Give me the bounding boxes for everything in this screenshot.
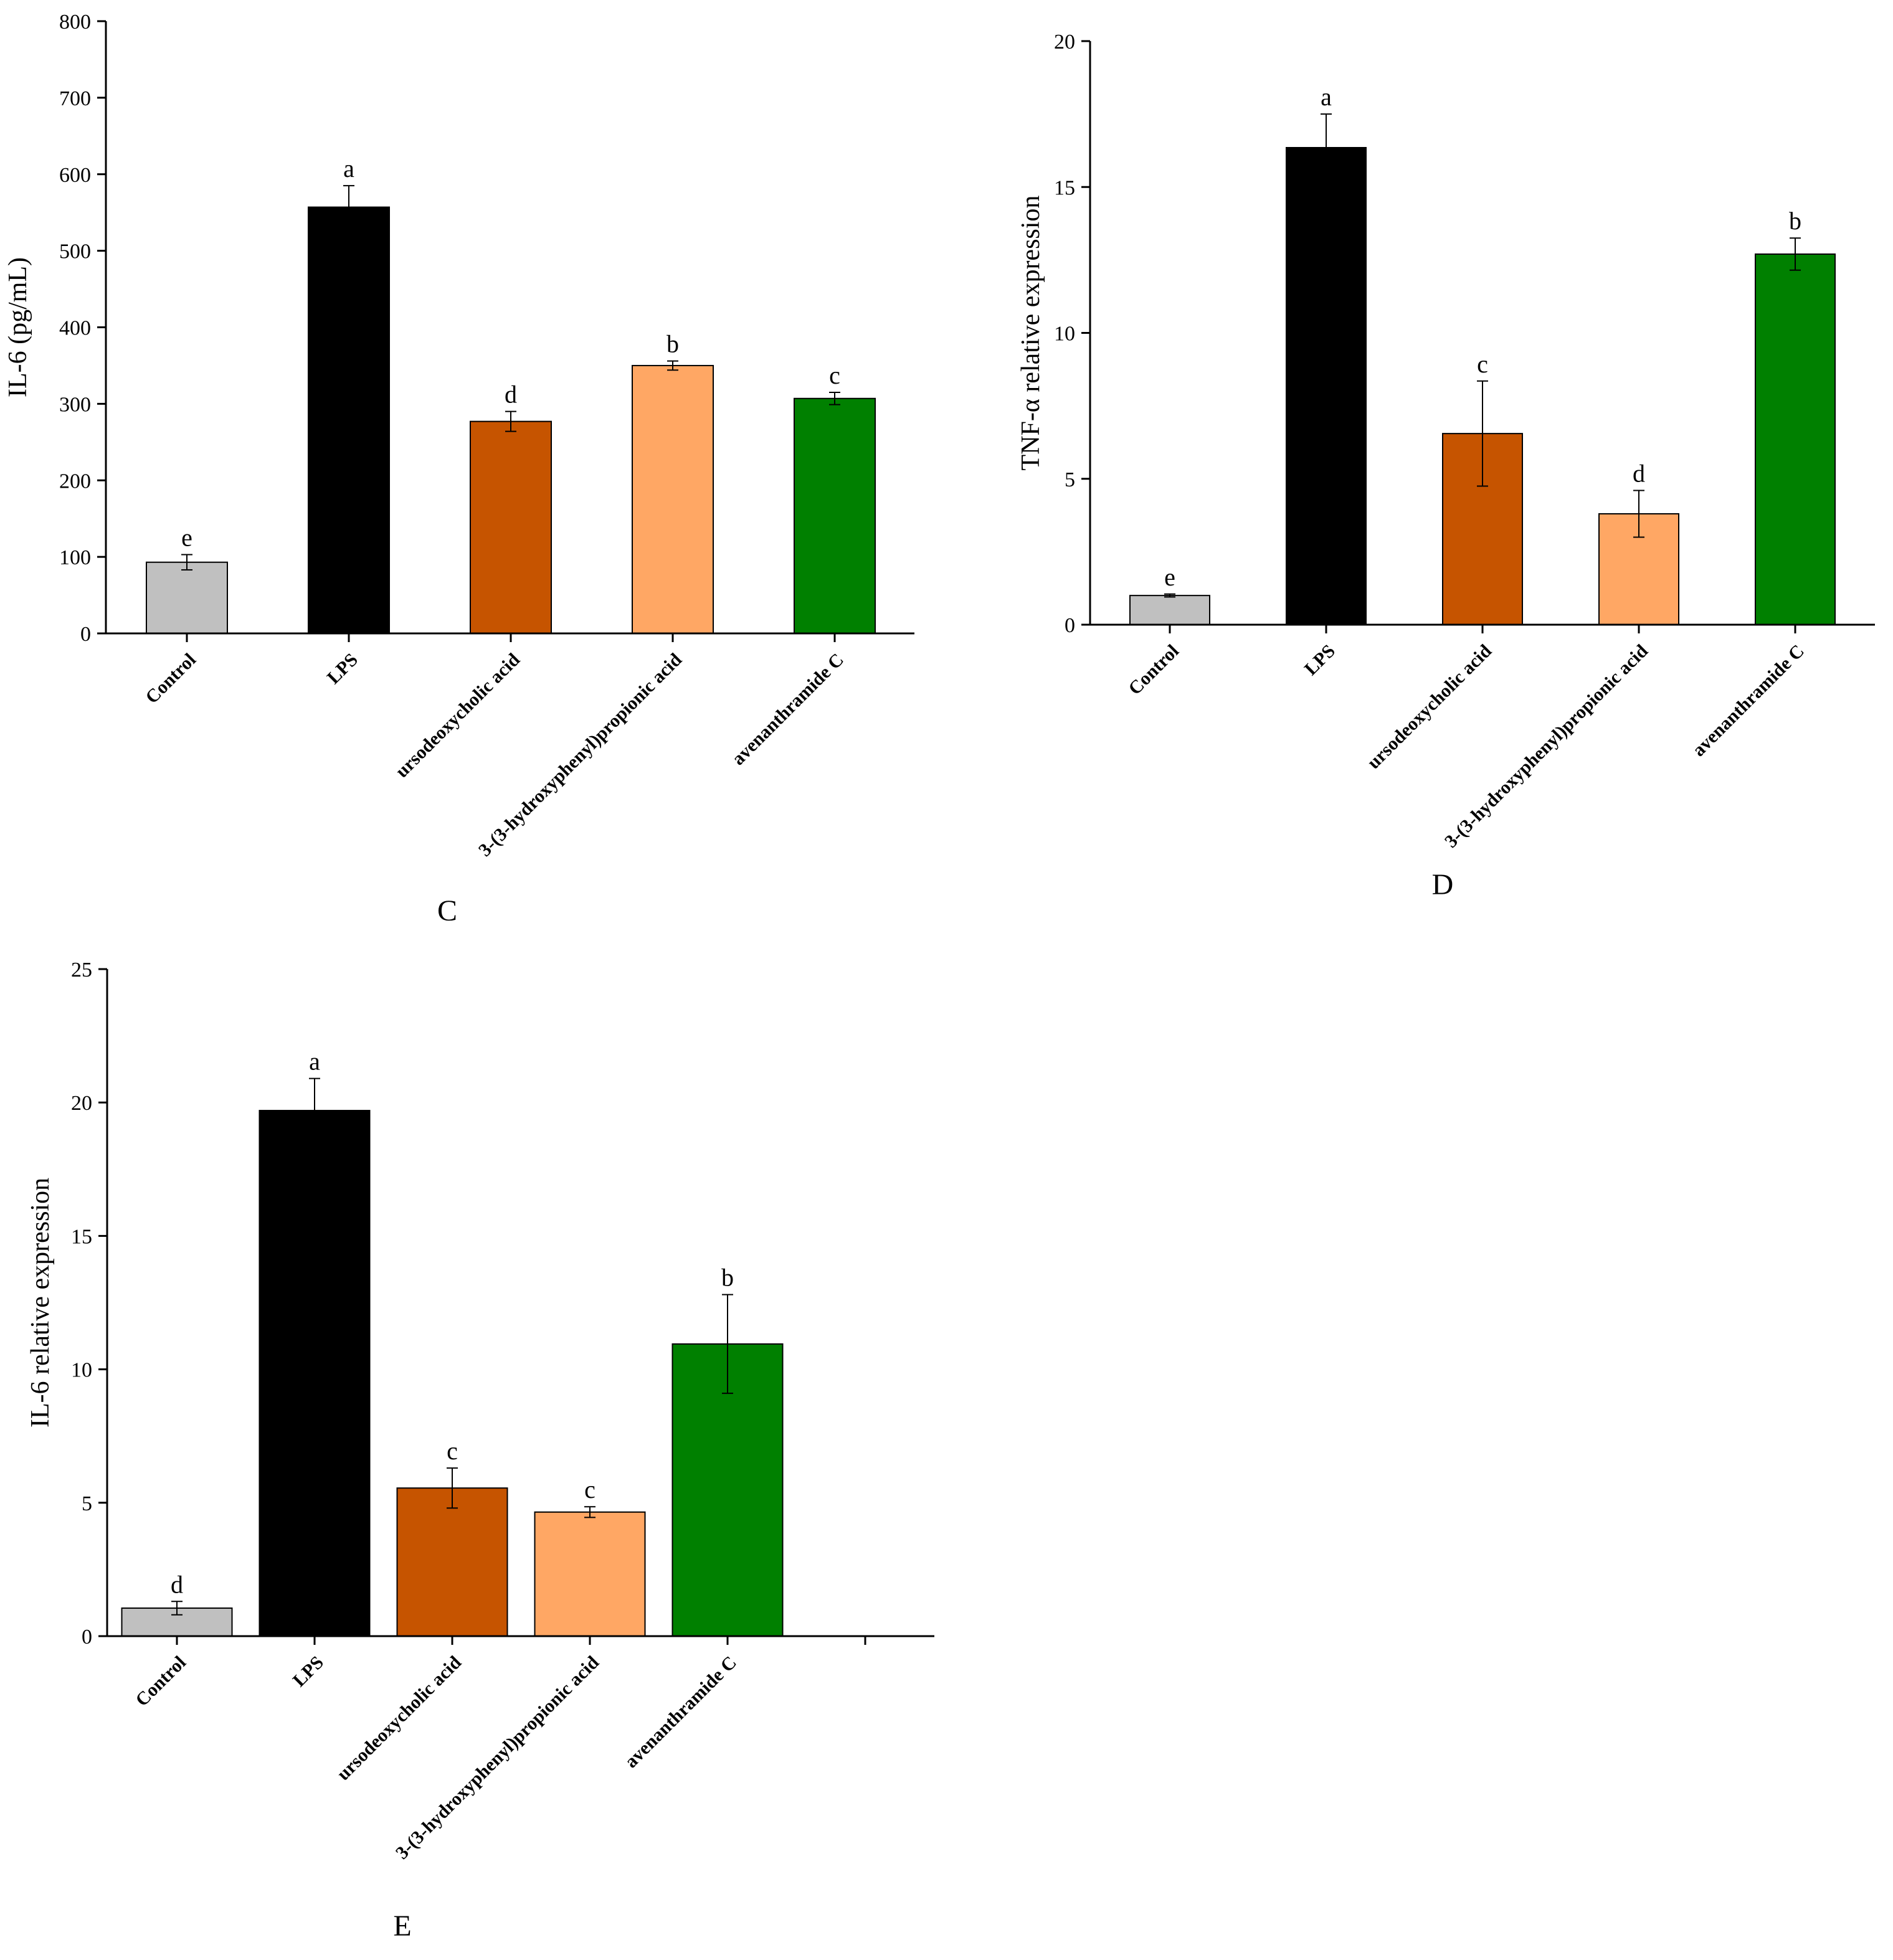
- error-bar-lps: [343, 185, 354, 229]
- significance-label: a: [343, 154, 354, 182]
- error-bar-ursodeoxycholic-acid: [505, 410, 516, 432]
- chart-panel-e: d a c c b 0 5 10 15 20 25 Control LPS ursodeoxycholic…: [26, 959, 934, 1943]
- x-tick-label: LPS: [323, 650, 362, 688]
- error-bar-ursodeoxycholic-acid: [1477, 380, 1488, 487]
- panel-label: E: [393, 1910, 411, 1943]
- x-tick-label: Control: [1124, 641, 1183, 699]
- error-bar-lps: [309, 1077, 320, 1143]
- significance-label: c: [829, 361, 840, 389]
- bar-control: [1129, 595, 1210, 626]
- error-bar-avenanthramide-c: [1790, 237, 1801, 271]
- x-tick-label: avenanthramide C: [1688, 641, 1808, 760]
- x-tick-label: ursodeoxycholic acid: [333, 1652, 465, 1784]
- bar-lps: [259, 1110, 371, 1637]
- y-tick-label: 500: [59, 240, 91, 263]
- y-tick-label: 300: [59, 393, 91, 416]
- significance-label: b: [667, 330, 679, 358]
- x-tick-label: ursodeoxycholic acid: [391, 649, 524, 782]
- error-bar-3-3-hydroxyphenyl-propionic-acid: [1633, 490, 1644, 538]
- bar-avenanthramide-c: [1755, 253, 1836, 625]
- y-tick-label: 700: [59, 87, 91, 110]
- error-bar-ursodeoxycholic-acid: [447, 1467, 458, 1509]
- chart-panel-c: e a d b c 0 100 200 300 400 500 600 700 800 Control LPS…: [4, 11, 914, 927]
- y-tick-label: 10: [71, 1359, 92, 1382]
- bar-lps: [1286, 147, 1367, 625]
- bar-avenanthramide-c: [794, 397, 876, 634]
- x-tick-label: LPS: [289, 1652, 328, 1691]
- error-bar-avenanthramide-c: [722, 1294, 733, 1394]
- significance-label: b: [1789, 207, 1801, 235]
- significance-label: e: [181, 523, 192, 551]
- x-tick-label: Control: [141, 650, 200, 708]
- y-tick-label: 15: [1054, 176, 1075, 199]
- y-tick-label: 200: [59, 470, 91, 493]
- y-tick-label: 0: [1065, 614, 1075, 637]
- error-bar-control: [1164, 593, 1175, 598]
- x-tick-label: ursodeoxycholic acid: [1363, 640, 1496, 773]
- y-axis-title: IL-6 relative expression: [26, 1178, 55, 1427]
- chart-panel-d: e a c d b 0 5 10 15 20 Control LPS ursodeoxycholic a…: [1017, 31, 1875, 901]
- y-tick-label: 0: [82, 1626, 92, 1649]
- bar-control: [146, 561, 228, 635]
- y-tick-label: 15: [71, 1225, 92, 1248]
- significance-label: c: [1477, 350, 1488, 378]
- x-tick-label: Control: [131, 1652, 190, 1711]
- bar-ursodeoxycholic-acid: [396, 1487, 508, 1637]
- error-bar-control: [171, 1601, 183, 1616]
- y-tick-label: 10: [1054, 323, 1075, 346]
- error-bar-3-3-hydroxyphenyl-propionic-acid: [667, 360, 678, 371]
- y-tick-label: 600: [59, 164, 91, 187]
- error-bar-3-3-hydroxyphenyl-propionic-acid: [584, 1506, 595, 1518]
- y-tick-label: 5: [82, 1492, 92, 1515]
- y-tick-label: 0: [80, 623, 91, 646]
- panel-label: C: [437, 894, 457, 927]
- significance-label: c: [584, 1475, 595, 1503]
- significance-label: d: [505, 381, 517, 409]
- y-tick-label: 5: [1065, 468, 1075, 491]
- significance-label: a: [309, 1048, 320, 1076]
- y-tick-label: 20: [1054, 31, 1075, 54]
- y-tick-label: 800: [59, 11, 91, 34]
- error-bar-avenanthramide-c: [829, 391, 840, 405]
- y-tick-label: 100: [59, 546, 91, 569]
- y-axis-title: TNF-α relative expression: [1017, 196, 1045, 471]
- significance-label: d: [171, 1570, 183, 1598]
- x-tick-label: LPS: [1301, 641, 1339, 679]
- bar-lps: [308, 206, 390, 634]
- y-tick-label: 400: [59, 317, 91, 340]
- y-axis-title: IL-6 (pg/mL): [4, 257, 32, 397]
- bar-3-3-hydroxyphenyl-propionic-acid: [632, 364, 714, 634]
- significance-label: c: [447, 1437, 458, 1465]
- y-tick-label: 20: [71, 1092, 92, 1115]
- panel-label: D: [1432, 868, 1454, 901]
- significance-label: d: [1633, 459, 1645, 487]
- error-bar-lps: [1321, 113, 1332, 182]
- x-tick-label: avenanthramide C: [620, 1652, 740, 1772]
- error-bar-control: [181, 554, 192, 571]
- y-tick-label: 25: [71, 959, 92, 982]
- bar-3-3-hydroxyphenyl-propionic-acid: [534, 1511, 646, 1637]
- x-tick-label: avenanthramide C: [728, 650, 847, 769]
- significance-label: e: [1164, 563, 1175, 591]
- significance-label: b: [721, 1264, 734, 1292]
- significance-label: a: [1321, 83, 1332, 111]
- bar-ursodeoxycholic-acid: [470, 420, 552, 634]
